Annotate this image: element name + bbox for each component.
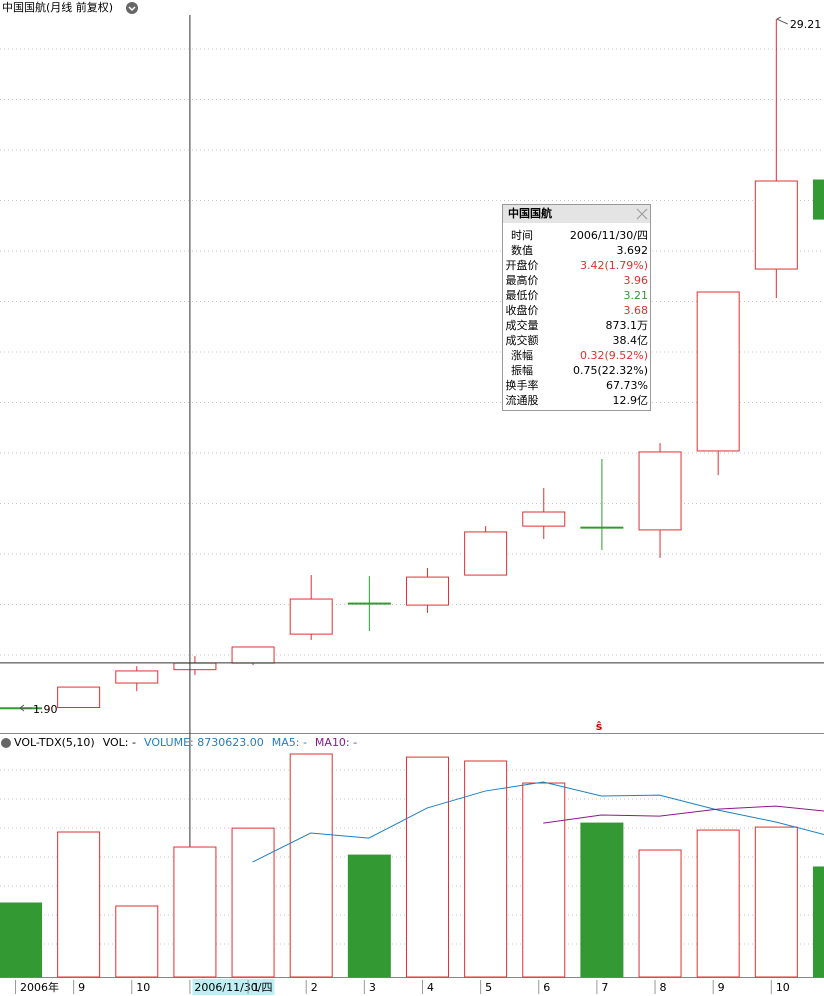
- tooltip-label: 开盘价: [506, 258, 539, 272]
- tooltip-value: 0.32(9.52%): [580, 349, 648, 362]
- min-label: 1.90: [33, 703, 58, 716]
- max-label: 29.21: [790, 18, 822, 31]
- volume-bar: [115, 905, 159, 978]
- tooltip-label: 数值: [511, 244, 533, 257]
- candle-body: [289, 598, 333, 635]
- tooltip-title: 中国国航: [508, 206, 552, 220]
- candle-body: [405, 576, 449, 606]
- tooltip-label: 换手率: [506, 378, 539, 392]
- tooltip-box: [502, 204, 651, 411]
- volume-bar: [638, 849, 682, 978]
- tooltip-value: 3.96: [624, 274, 649, 287]
- volume-bar: [231, 827, 275, 978]
- volume-bar: [464, 760, 508, 978]
- tooltip-label: 成交量: [506, 318, 539, 332]
- candle-body: [347, 602, 391, 605]
- candle-body: [57, 686, 101, 709]
- max-pointer: [776, 16, 789, 25]
- x-tick-label: 2006年: [20, 980, 59, 994]
- indicator-label: VOL-TDX(5,10): [14, 736, 95, 749]
- tooltip-label: 涨幅: [511, 349, 533, 362]
- tooltip-label: 流通股: [506, 393, 539, 407]
- indicator-label: MA10: -: [315, 736, 357, 749]
- tooltip-value: 2006/11/30/四: [570, 229, 648, 242]
- candle-body: [696, 291, 740, 452]
- indicator-label: MA5: -: [272, 736, 307, 749]
- x-tick-label: 5: [485, 981, 492, 994]
- volume-bar: [173, 846, 217, 978]
- indicator-button[interactable]: [1, 738, 11, 748]
- x-tick-label: 6: [543, 981, 550, 994]
- tooltip-value: 3.21: [624, 289, 649, 302]
- close-icon[interactable]: [636, 208, 648, 220]
- x-tick-label: 7: [601, 981, 608, 994]
- x-tick-label: 4: [427, 981, 434, 994]
- tooltip-value: 3.68: [624, 304, 649, 317]
- candle-body: [231, 646, 275, 664]
- volume-bar: [696, 829, 740, 978]
- x-tick-label: 9: [78, 981, 85, 994]
- indicator-label: VOL: -: [103, 736, 136, 749]
- x-tick-label: 8: [660, 981, 667, 994]
- candle-body: [464, 531, 508, 576]
- candle-body: [580, 526, 624, 529]
- tooltip-label: 振幅: [511, 363, 533, 377]
- volume-bar: [405, 756, 449, 978]
- volume-bar: [522, 782, 566, 978]
- candle-body: [522, 511, 566, 527]
- tooltip-value: 3.42(1.79%): [580, 259, 648, 272]
- volume-bar: [754, 826, 798, 978]
- x-tick-label: 2006/11/30/四: [194, 981, 272, 994]
- ma-line: [252, 781, 824, 863]
- tooltip-label: 最高价: [506, 273, 539, 287]
- tooltip-value: 0.75(22.32%): [573, 364, 648, 377]
- candle-body: [173, 662, 217, 671]
- tooltip-value: 12.9亿: [613, 394, 649, 407]
- volume-bar: [0, 902, 42, 978]
- x-tick-label: 3: [369, 981, 376, 994]
- volume-bar: [289, 753, 333, 978]
- x-tick-label: 1: [253, 981, 260, 994]
- tooltip-header: [503, 205, 650, 223]
- volume-bar: [580, 822, 624, 978]
- volume-bar: [347, 854, 391, 978]
- tooltip-value: 38.4亿: [613, 334, 649, 347]
- x-tick-label: 10: [776, 981, 790, 994]
- x-tick-label: 9: [718, 981, 725, 994]
- x-highlight: [192, 979, 275, 995]
- x-tick-label: 10: [136, 981, 150, 994]
- indicator-label: VOLUME: 8730623.00: [144, 736, 264, 749]
- tooltip-value: 67.73%: [606, 379, 648, 392]
- window-title: 中国国航(月线 前复权): [2, 0, 113, 14]
- min-pointer: [19, 704, 32, 712]
- tooltip-label: 收盘价: [506, 303, 539, 317]
- event-marker: ŝ: [596, 720, 603, 733]
- ma-line: [543, 805, 824, 824]
- x-tick-label: 2: [311, 981, 318, 994]
- candle-body: [754, 180, 798, 270]
- candle-body: [638, 451, 682, 531]
- tooltip-label: 最低价: [506, 289, 539, 302]
- volume-bar: [812, 866, 824, 978]
- candle-body: [115, 670, 159, 684]
- tooltip-label: 时间: [511, 229, 533, 242]
- volume-bar: [57, 831, 101, 978]
- menu-button[interactable]: [126, 2, 138, 14]
- candle-body: [812, 179, 824, 220]
- menu-arrow: [128, 6, 136, 12]
- tooltip-value: 873.1万: [606, 319, 649, 332]
- tooltip-label: 成交额: [506, 333, 539, 347]
- tooltip-value: 3.692: [617, 244, 649, 257]
